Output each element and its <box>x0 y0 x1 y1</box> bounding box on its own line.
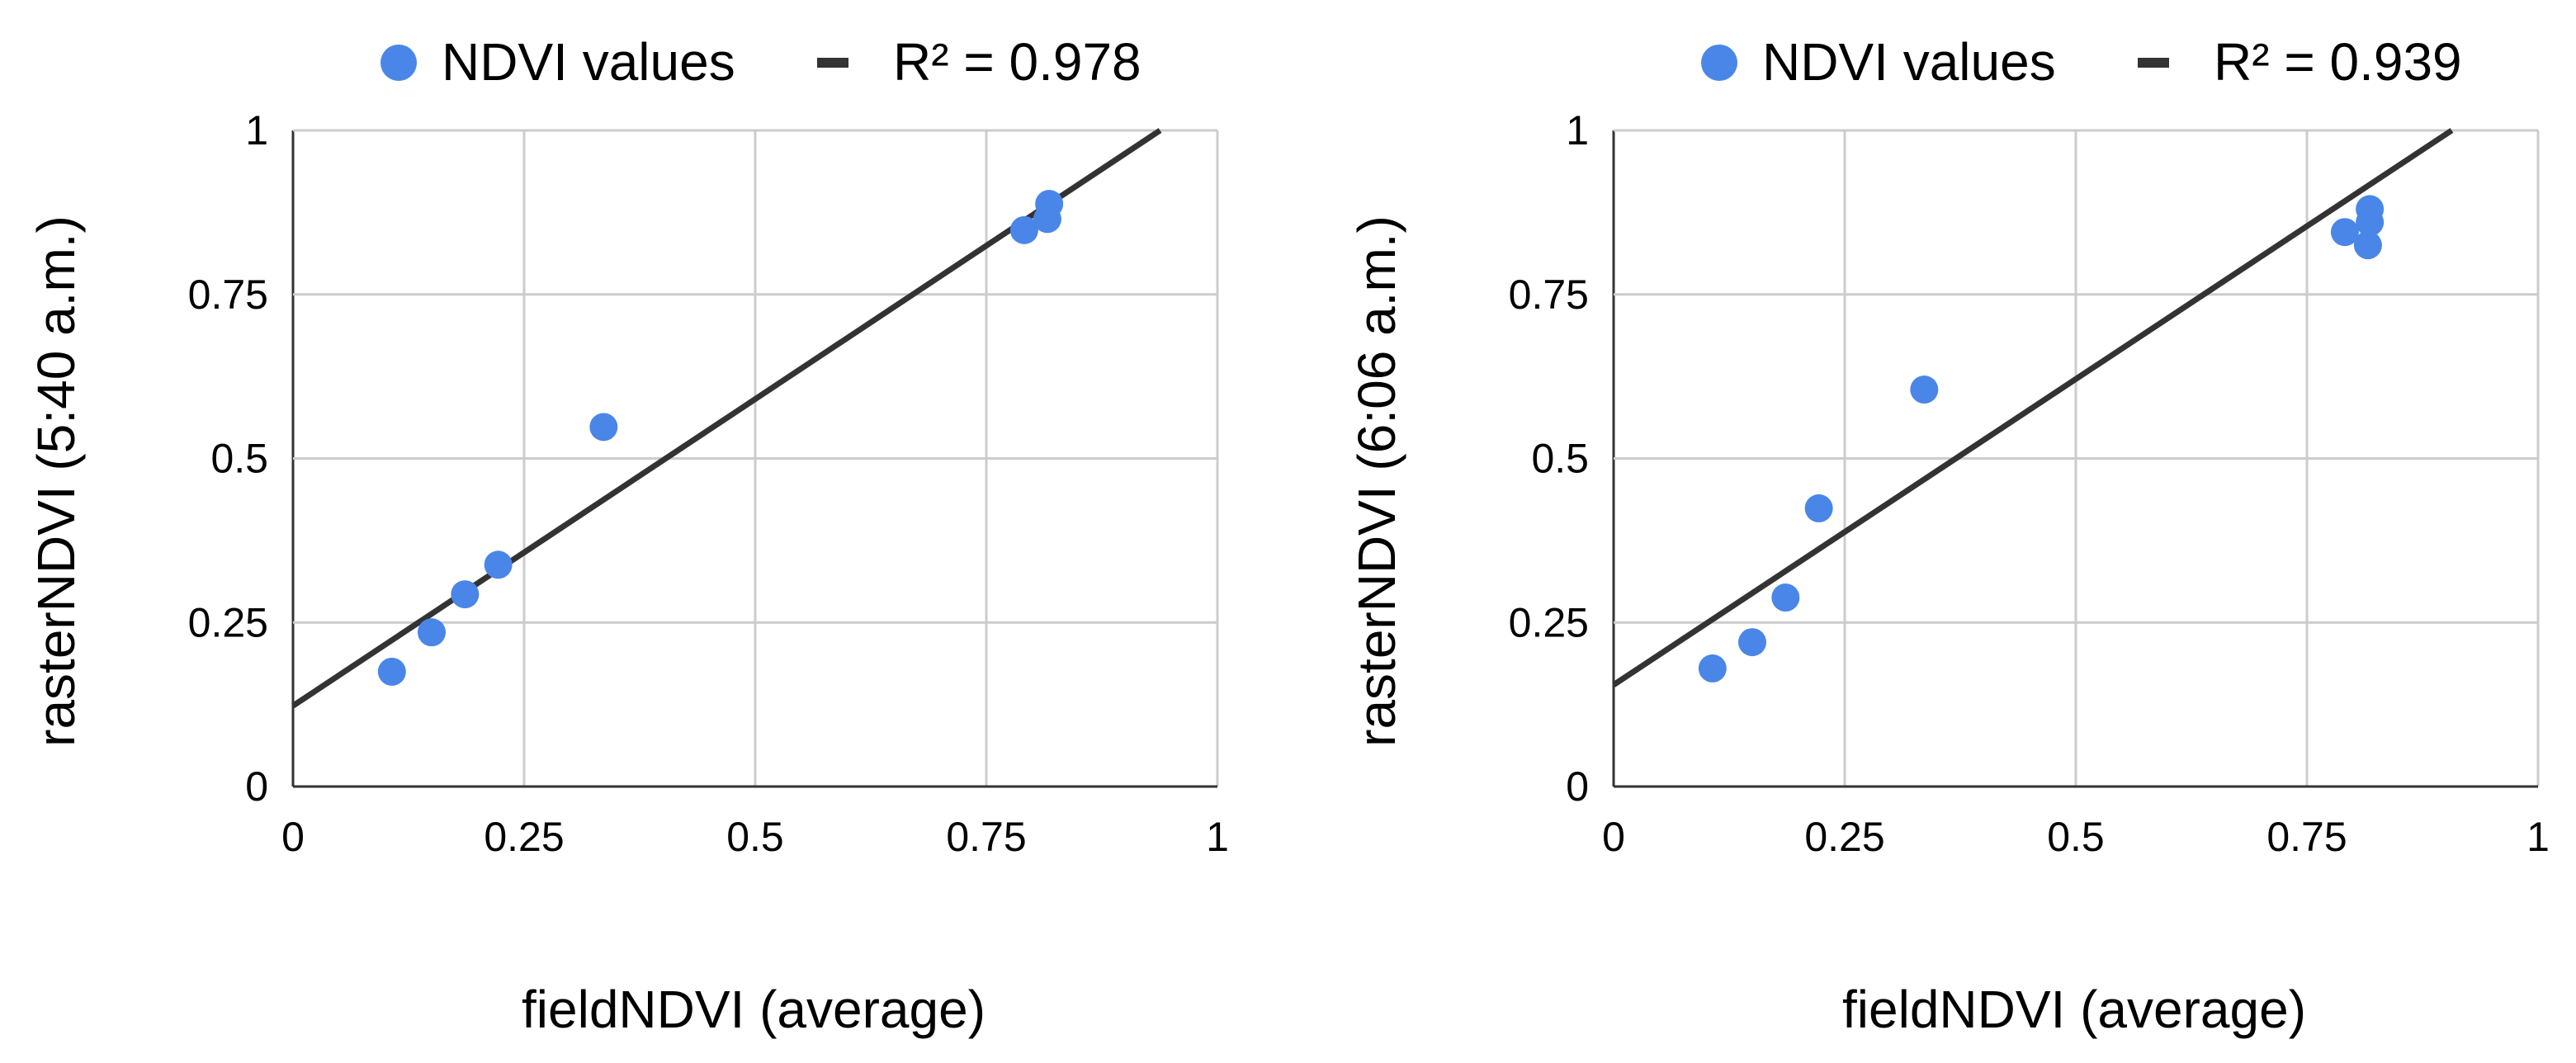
data-point <box>589 413 618 442</box>
y-tick-label: 1 <box>1566 107 1589 154</box>
x-tick-label: 0.25 <box>1804 814 1884 860</box>
chart-2-trendline-group <box>1612 128 2454 687</box>
chart-1-gridlines <box>291 129 1219 788</box>
data-point <box>418 618 446 647</box>
y-tick-label: 0.75 <box>188 272 268 318</box>
chart-1-tick-labels: 0 0.25 0.5 0.75 1 0 0.25 0.5 0.75 1 <box>188 107 1229 860</box>
data-point <box>1804 494 1833 522</box>
data-point <box>451 580 480 609</box>
data-point <box>2330 218 2359 247</box>
y-tick-label: 0.5 <box>1531 436 1589 482</box>
data-point <box>1035 190 1064 219</box>
x-tick-label: 0.5 <box>726 814 784 860</box>
x-tick-label: 0.5 <box>2047 814 2105 860</box>
legend-trend-marker <box>817 58 848 68</box>
chart-2-legend: NDVI values R² = 0.939 <box>1701 32 2462 92</box>
legend-trend-label: R² = 0.978 <box>893 32 1141 92</box>
legend-series-marker <box>1701 45 1737 81</box>
x-axis-title: fieldNDVI (average) <box>522 980 985 1039</box>
x-tick-label: 0 <box>281 814 305 860</box>
x-tick-label: 1 <box>2526 814 2550 860</box>
trendline <box>1612 128 2454 687</box>
legend-trend-marker <box>2138 58 2169 68</box>
data-point <box>484 550 513 579</box>
x-axis-title: fieldNDVI (average) <box>1842 980 2306 1039</box>
x-tick-label: 0.25 <box>484 814 564 860</box>
data-point <box>1698 654 1727 683</box>
y-tick-label: 0.25 <box>1509 599 1589 645</box>
y-tick-label: 0 <box>245 763 268 810</box>
chart-2-points <box>1698 195 2385 683</box>
y-tick-label: 0.5 <box>210 436 268 482</box>
chart-1-legend: NDVI values R² = 0.978 <box>380 32 1141 92</box>
data-point <box>1910 376 1939 404</box>
y-tick-label: 0 <box>1566 763 1589 810</box>
x-tick-label: 1 <box>1206 814 1229 860</box>
data-point <box>1738 628 1766 657</box>
chart-1: 0 0.25 0.5 0.75 1 0 0.25 0.5 0.75 1 NDVI values R… <box>26 32 1229 1039</box>
x-tick-label: 0.75 <box>2266 814 2347 860</box>
legend-trend-label: R² = 0.939 <box>2214 32 2462 92</box>
chart-1-points <box>377 190 1064 686</box>
trendline <box>291 128 1162 709</box>
y-axis-title: rasterNDVI (5:40 a.m.) <box>26 215 86 747</box>
y-tick-label: 0.25 <box>188 599 268 645</box>
data-point <box>1009 215 1038 244</box>
legend-series-marker <box>380 45 417 81</box>
data-point <box>2353 231 2382 260</box>
chart-2-gridlines <box>1612 129 2540 788</box>
x-tick-label: 0.75 <box>946 814 1026 860</box>
y-tick-label: 0.75 <box>1509 272 1589 318</box>
data-point <box>2356 195 2385 224</box>
legend-series-label: NDVI values <box>442 32 735 92</box>
chart-2-tick-labels: 0 0.25 0.5 0.75 1 0 0.25 0.5 0.75 1 <box>1509 107 2550 860</box>
data-point <box>1771 583 1800 612</box>
y-tick-label: 1 <box>245 107 268 154</box>
data-point <box>377 657 406 686</box>
y-axis-title: rasterNDVI (6:06 a.m.) <box>1347 215 1406 747</box>
x-tick-label: 0 <box>1602 814 1625 860</box>
chart-1-trendline-group <box>291 128 1162 709</box>
chart-2: 0 0.25 0.5 0.75 1 0 0.25 0.5 0.75 1 NDVI values R… <box>1347 32 2550 1039</box>
legend-series-label: NDVI values <box>1762 32 2056 92</box>
